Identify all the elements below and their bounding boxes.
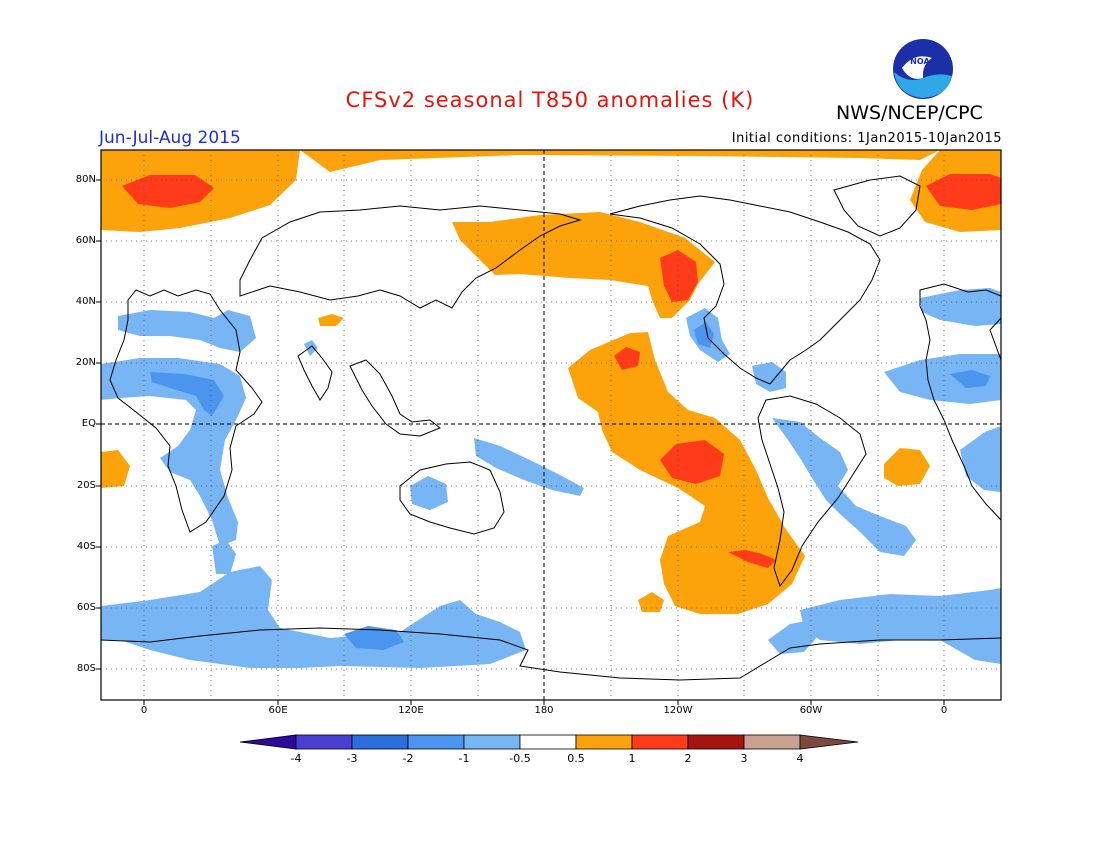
colorbar-lower-extend xyxy=(239,734,297,750)
colorbar-segment-4 xyxy=(463,734,521,750)
lat-label-80s: 80S xyxy=(76,663,96,674)
coastline-europe-africa xyxy=(109,289,263,533)
colorbar-label-1: 1 xyxy=(628,752,636,765)
colorbar-upper-extend xyxy=(799,734,859,750)
colorbar xyxy=(239,734,859,750)
cool-anomaly-atlantic-south xyxy=(960,426,1001,492)
colorbar-label-minus2: -2 xyxy=(402,752,414,765)
cool-strong-southern-ocean xyxy=(344,626,404,650)
chart-title: CFSv2 seasonal T850 anomalies (K) xyxy=(345,88,755,112)
lat-label-eq: EQ xyxy=(81,418,96,429)
cool-strong-sahara xyxy=(150,372,224,416)
colorbar-segment-2 xyxy=(351,734,409,750)
lat-label-20s: 20S xyxy=(76,480,96,491)
cool-anomaly-antarctic-peninsula xyxy=(768,620,818,654)
colorbar-segment-5 xyxy=(519,734,577,750)
cool-anomaly-indian-ocean-band xyxy=(474,438,584,496)
colorbar-segment-3 xyxy=(407,734,465,750)
noaa-logo: NOAA xyxy=(892,38,954,100)
cool-anomaly-mediterranean xyxy=(118,310,256,352)
lat-label-20n: 20N xyxy=(75,357,96,368)
lon-label-180: 180 xyxy=(534,705,554,716)
colorbar-label-minus4: -4 xyxy=(290,752,302,765)
lat-label-40s: 40S xyxy=(76,541,96,552)
cool-anomaly-gulf-mexico xyxy=(752,362,786,392)
anomaly-field xyxy=(101,150,1001,668)
cool-anomaly-atlantic-east xyxy=(884,354,1001,404)
cool-anomaly-south-africa xyxy=(212,540,236,574)
warm-strong-arctic-east xyxy=(926,174,1001,210)
coastline-southeast-asia xyxy=(349,359,441,437)
colorbar-label-minus3: -3 xyxy=(346,752,358,765)
colorbar-label-minus0-5: -0.5 xyxy=(509,752,531,765)
lon-label-120w: 120W xyxy=(663,705,693,716)
initial-conditions-label: Initial conditions: 1Jan2015-10Jan2015 xyxy=(731,131,1002,146)
axis-ticks xyxy=(96,179,945,705)
colorbar-segment-9 xyxy=(743,734,801,750)
lon-label-0: 0 xyxy=(140,705,148,716)
colorbar-label-4: 4 xyxy=(796,752,804,765)
warm-anomaly-west-edge xyxy=(101,450,130,488)
colorbar-segment-8 xyxy=(687,734,745,750)
reference-lines xyxy=(101,150,1001,700)
coastline-australia xyxy=(399,461,505,535)
season-label: Jun-Jul-Aug 2015 xyxy=(99,128,241,148)
lon-label-60w: 60W xyxy=(799,705,823,716)
colorbar-segment-6 xyxy=(575,734,633,750)
warm-anomaly-north-pacific xyxy=(452,212,715,318)
cool-anomaly-speck-asia xyxy=(304,340,318,356)
cool-strong-mexico xyxy=(694,322,714,348)
cool-anomaly-australia xyxy=(410,476,448,510)
lat-label-60s: 60S xyxy=(76,602,96,613)
colorbar-segment-1 xyxy=(295,734,353,750)
warm-strong-pacific-south xyxy=(660,440,724,484)
lat-label-80n: 80N xyxy=(75,174,96,185)
svg-text:NOAA: NOAA xyxy=(910,57,936,66)
coastline-antarctica xyxy=(101,627,1001,681)
warm-anomaly-small-pacific xyxy=(638,592,664,612)
cool-anomaly-southern-ocean-east xyxy=(800,588,1001,664)
coastline-south-america xyxy=(757,395,867,588)
colorbar-segment-7 xyxy=(631,734,689,750)
warm-anomaly-arctic-strip xyxy=(300,150,940,172)
lon-label-0-east: 0 xyxy=(940,705,948,716)
colorbar-label-minus1: -1 xyxy=(458,752,470,765)
graticule xyxy=(101,150,1001,700)
map-frame xyxy=(100,149,1002,701)
lon-label-120e: 120E xyxy=(398,705,424,716)
cool-anomaly-south-america xyxy=(772,418,916,556)
coastline-greenland xyxy=(833,175,921,237)
colorbar-label-2: 2 xyxy=(684,752,692,765)
warm-strong-north-america xyxy=(660,250,698,302)
agency-label: NWS/NCEP/CPC xyxy=(836,102,983,124)
warm-strong-arctic-europe xyxy=(122,175,214,208)
cool-anomaly-southern-ocean-west xyxy=(101,566,526,668)
colorbar-label-3: 3 xyxy=(740,752,748,765)
coastline-india xyxy=(297,345,333,401)
coastline-asia xyxy=(239,205,582,309)
colorbar-label-0-5: 0.5 xyxy=(567,752,585,765)
warm-strong-pacific-north xyxy=(614,347,640,370)
warm-strong-south-america xyxy=(728,550,776,568)
lon-label-60e: 60E xyxy=(268,705,288,716)
warm-anomaly-south-atlantic xyxy=(884,448,930,486)
lat-label-60n: 60N xyxy=(75,235,96,246)
coastline-north-america xyxy=(609,195,881,385)
warm-anomaly-speck-asia xyxy=(318,314,344,326)
cool-anomaly-north-atlantic xyxy=(920,288,1001,326)
cool-strong-atlantic xyxy=(950,370,990,388)
lat-label-40n: 40N xyxy=(75,296,96,307)
